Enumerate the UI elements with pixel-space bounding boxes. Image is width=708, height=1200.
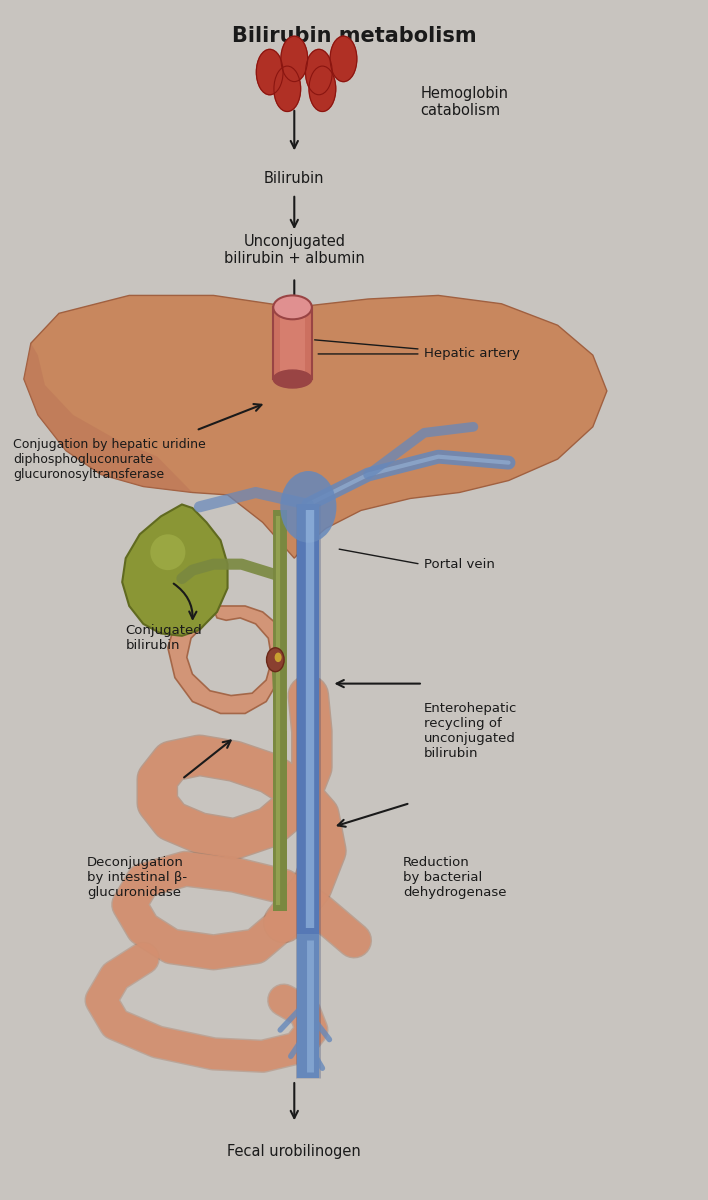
- Text: Bilirubin: Bilirubin: [264, 170, 324, 186]
- Text: Bilirubin metabolism: Bilirubin metabolism: [232, 26, 476, 47]
- Circle shape: [330, 36, 357, 82]
- Text: Portal vein: Portal vein: [424, 558, 495, 571]
- Text: Enterohepatic
recycling of
unconjugated
bilirubin: Enterohepatic recycling of unconjugated …: [424, 702, 518, 761]
- FancyBboxPatch shape: [273, 307, 312, 379]
- Text: Deconjugation
by intestinal β-
glucuronidase: Deconjugation by intestinal β- glucuroni…: [87, 856, 187, 899]
- Ellipse shape: [280, 470, 336, 542]
- Ellipse shape: [273, 370, 312, 388]
- Text: Fecal urobilinogen: Fecal urobilinogen: [227, 1145, 361, 1159]
- Circle shape: [281, 36, 308, 82]
- Text: Unconjugated
bilirubin + albumin: Unconjugated bilirubin + albumin: [224, 234, 365, 266]
- Ellipse shape: [273, 295, 312, 319]
- Text: Hemoglobin
catabolism: Hemoglobin catabolism: [421, 85, 509, 118]
- Text: Conjugated
bilirubin: Conjugated bilirubin: [126, 624, 202, 653]
- Ellipse shape: [275, 653, 282, 662]
- Text: Conjugation by hepatic uridine
diphosphogluconurate
glucuronosyltransferase: Conjugation by hepatic uridine diphospho…: [13, 438, 206, 480]
- Circle shape: [256, 49, 283, 95]
- Ellipse shape: [150, 534, 185, 570]
- Text: Reduction
by bacterial
dehydrogenase: Reduction by bacterial dehydrogenase: [403, 856, 507, 899]
- Bar: [280, 307, 305, 379]
- Polygon shape: [24, 295, 607, 558]
- Polygon shape: [168, 606, 284, 714]
- Polygon shape: [24, 343, 193, 492]
- Text: Hepatic artery: Hepatic artery: [424, 348, 520, 360]
- Circle shape: [274, 66, 301, 112]
- Circle shape: [306, 49, 332, 95]
- Ellipse shape: [266, 648, 284, 672]
- Circle shape: [309, 66, 336, 112]
- Polygon shape: [122, 504, 227, 636]
